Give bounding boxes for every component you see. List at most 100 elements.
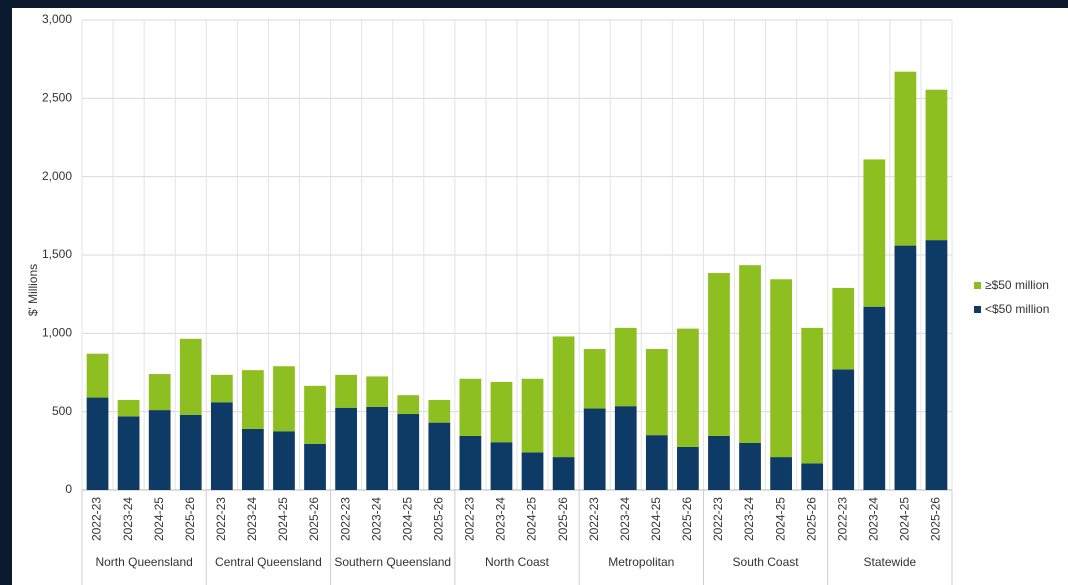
bar-segment	[770, 457, 792, 490]
y-tick-label: 2,000	[42, 169, 72, 183]
bar-segment	[490, 381, 513, 443]
bar-segment	[179, 338, 202, 415]
bar-segment	[179, 414, 202, 490]
x-tick-label: 2023-24	[369, 497, 383, 541]
bar-segment	[863, 159, 886, 307]
bar-segment	[894, 71, 917, 246]
x-tick-label: 2022-23	[214, 497, 228, 541]
legend-swatch	[974, 306, 981, 313]
x-tick-label: 2025-26	[431, 497, 445, 541]
bar-segment	[583, 408, 606, 490]
y-tick-label: 3,000	[42, 12, 72, 26]
bar-segment	[242, 370, 264, 429]
group-label: Statewide	[863, 555, 917, 569]
bar-segment	[645, 435, 668, 490]
bar-segment	[242, 428, 264, 490]
x-tick-label: 2022-23	[90, 497, 104, 541]
x-tick-label: 2025-26	[556, 497, 570, 541]
bar-segment	[459, 378, 482, 436]
bar-segment	[210, 374, 233, 403]
bar-segment	[708, 273, 730, 436]
bar-segment	[521, 452, 544, 490]
bar-segment	[428, 422, 451, 490]
x-tick-label: 2024-25	[152, 497, 166, 541]
bar-segment	[739, 265, 761, 443]
bar-segment	[614, 327, 637, 407]
group-label: Central Queensland	[215, 555, 322, 569]
x-tick-label: 2023-24	[121, 497, 135, 541]
x-tick-label: 2024-25	[773, 497, 787, 541]
bar-segment	[770, 279, 792, 458]
x-tick-label: 2024-25	[649, 497, 663, 541]
bar-segment	[863, 306, 886, 490]
bar-segment	[708, 435, 730, 490]
bar-segment	[304, 385, 326, 444]
bar-segment	[117, 399, 140, 417]
bar-segment	[832, 287, 855, 370]
y-tick-label: 2,500	[42, 91, 72, 105]
x-tick-label: 2024-25	[898, 497, 912, 541]
x-tick-label: 2023-24	[618, 497, 632, 541]
x-tick-label: 2022-23	[587, 497, 601, 541]
group-label: Metropolitan	[608, 555, 675, 569]
bar-segment	[86, 353, 109, 398]
bar-segment	[677, 328, 699, 447]
x-tick-label: 2022-23	[463, 497, 477, 541]
bar-segment	[397, 414, 420, 490]
x-tick-label: 2022-23	[835, 497, 849, 541]
legend-label: ≥$50 million	[985, 278, 1049, 292]
y-tick-label: 1,000	[42, 326, 72, 340]
bar-segment	[801, 327, 824, 464]
bar-segment	[614, 406, 637, 490]
bar-segment	[397, 395, 420, 415]
bar-segment	[739, 443, 761, 490]
bar-segment	[273, 366, 295, 432]
x-tick-label: 2023-24	[245, 497, 259, 541]
bar-segment	[894, 245, 917, 490]
y-tick-label: 0	[65, 482, 72, 496]
bar-segment	[210, 402, 233, 490]
x-tick-label: 2024-25	[400, 497, 414, 541]
x-tick-label: 2024-25	[276, 497, 290, 541]
x-tick-label: 2023-24	[742, 497, 756, 541]
x-tick-label: 2022-23	[711, 497, 725, 541]
bar-segment	[521, 378, 544, 453]
group-label: South Coast	[732, 555, 799, 569]
bar-segment	[801, 463, 824, 490]
y-axis-label: $' Millions	[26, 264, 40, 316]
x-tick-label: 2025-26	[680, 497, 694, 541]
legend-swatch	[974, 282, 981, 289]
x-tick-label: 2025-26	[307, 497, 321, 541]
bar-segment	[335, 374, 357, 408]
x-tick-label: 2024-25	[525, 497, 539, 541]
x-tick-label: 2022-23	[338, 497, 352, 541]
bar-segment	[335, 407, 357, 490]
x-tick-label: 2023-24	[494, 497, 508, 541]
group-label: North Queensland	[95, 555, 193, 569]
bar-segment	[117, 416, 140, 490]
bar-segment	[832, 369, 855, 490]
bar-segment	[552, 336, 575, 458]
x-tick-label: 2025-26	[929, 497, 943, 541]
bar-segment	[552, 457, 575, 490]
bar-segment	[366, 376, 389, 407]
y-tick-label: 500	[52, 404, 72, 418]
x-tick-label: 2025-26	[183, 497, 197, 541]
bar-segment	[490, 442, 513, 490]
bar-segment	[273, 431, 295, 490]
x-tick-label: 2023-24	[866, 497, 880, 541]
bar-segment	[366, 406, 389, 490]
bar-segment	[645, 349, 668, 436]
bar-segment	[459, 435, 482, 490]
legend-label: <$50 million	[985, 302, 1049, 316]
bar-segment	[677, 446, 699, 490]
bar-segment	[428, 399, 451, 423]
bar-segment	[925, 240, 948, 490]
bar-segment	[86, 397, 109, 490]
bar-segment	[148, 410, 171, 490]
group-label: North Coast	[484, 555, 549, 569]
bar-segment	[925, 89, 948, 241]
x-tick-label: 2025-26	[804, 497, 818, 541]
